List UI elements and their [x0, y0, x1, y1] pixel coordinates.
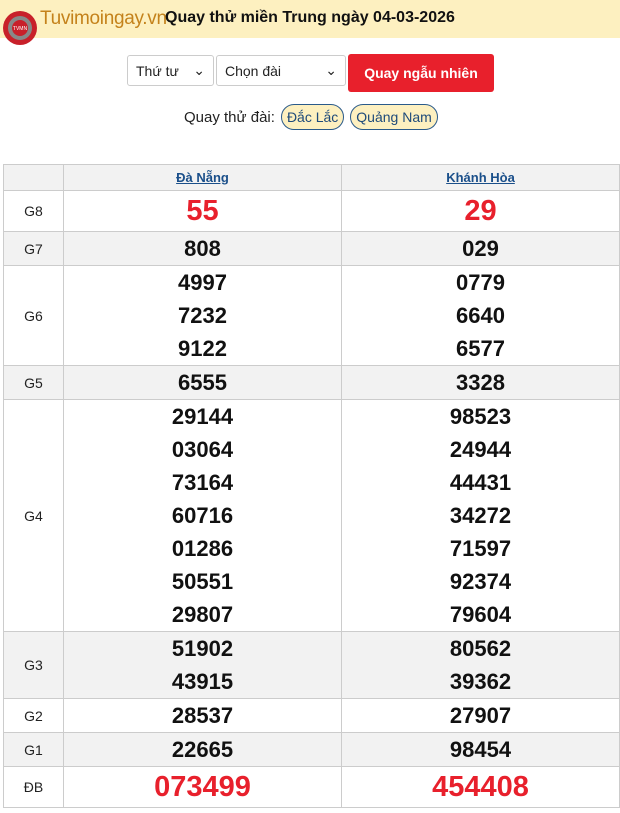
prize-number: 03064 — [171, 437, 234, 462]
prize-number: 454408 — [432, 771, 529, 803]
prize-number: 44431 — [449, 470, 512, 495]
chip-dac-lac[interactable]: Đắc Lắc — [280, 104, 345, 130]
day-select-value: Thứ tư — [136, 62, 179, 79]
prize-cell: 454408 — [341, 766, 620, 808]
prize-number: 50551 — [171, 569, 234, 594]
prize-number: 34272 — [449, 503, 512, 528]
prize-number: 4997 — [178, 270, 227, 295]
prize-cell: 51902 43915 — [63, 631, 342, 699]
prize-number: 073499 — [154, 771, 251, 803]
prize-number: 3328 — [456, 370, 505, 395]
prize-number: 029 — [462, 236, 499, 261]
prize-cell: 6555 — [63, 365, 342, 400]
prize-label: G3 — [3, 631, 64, 699]
prize-cell: 4997 7232 9122 — [63, 265, 342, 366]
prize-number: 60716 — [171, 503, 234, 528]
prize-number: 22665 — [171, 737, 234, 762]
prize-label: ĐB — [3, 766, 64, 808]
prize-row-G3: G3 51902 43915 80562 39362 — [3, 631, 620, 699]
prize-number: 98523 — [449, 404, 512, 429]
prize-number: 98454 — [449, 737, 512, 762]
prize-label: G1 — [3, 732, 64, 767]
prize-number: 71597 — [449, 536, 512, 561]
prize-cell: 3328 — [341, 365, 620, 400]
prize-row-G1: G1 22665 98454 — [3, 732, 620, 767]
prize-row-G8: G8 55 29 — [3, 190, 620, 232]
prize-number: 39362 — [449, 669, 512, 694]
chip-quang-nam[interactable]: Quảng Nam — [350, 104, 438, 130]
prize-row-ĐB: ĐB 073499 454408 — [3, 766, 620, 808]
prize-number: 6577 — [456, 336, 505, 361]
prize-cell: 28537 — [63, 698, 342, 733]
prize-cell: 29 — [341, 190, 620, 232]
prize-cell: 27907 — [341, 698, 620, 733]
prize-number: 29807 — [171, 602, 234, 627]
day-select[interactable]: Thứ tư ⌄ — [127, 55, 214, 86]
prize-number: 28537 — [171, 703, 234, 728]
province-link-da-nang[interactable]: Đà Nẵng — [176, 170, 229, 185]
prize-cell: 98454 — [341, 732, 620, 767]
prize-label: G5 — [3, 365, 64, 400]
prize-row-G5: G5 6555 3328 — [3, 365, 620, 400]
prize-cell: 073499 — [63, 766, 342, 808]
site-logo[interactable]: TVMN — [2, 2, 38, 50]
prize-number: 27907 — [449, 703, 512, 728]
prize-number: 24944 — [449, 437, 512, 462]
prize-cell: 80562 39362 — [341, 631, 620, 699]
prize-cell: 0779 6640 6577 — [341, 265, 620, 366]
prize-label: G4 — [3, 399, 64, 632]
province-select[interactable]: Chọn đài ⌄ — [216, 55, 346, 86]
prize-number: 808 — [184, 236, 221, 261]
prize-number: 55 — [186, 195, 219, 227]
page-title: Quay thử miền Trung ngày 04-03-2026 — [165, 9, 455, 26]
prize-number: 6640 — [456, 303, 505, 328]
prize-label: G6 — [3, 265, 64, 366]
prize-number: 6555 — [178, 370, 227, 395]
header: TVMN Tuvimoingay.vn Quay thử miền Trung … — [0, 0, 620, 45]
quick-spin-label: Quay thử đài: — [184, 108, 275, 126]
random-spin-button[interactable]: Quay ngẫu nhiên — [348, 54, 494, 92]
prize-cell: 29144 03064 73164 60716 01286 50551 29807 — [63, 399, 342, 632]
prize-label: G8 — [3, 190, 64, 232]
prize-row-G2: G2 28537 27907 — [3, 698, 620, 733]
prize-cell: 22665 — [63, 732, 342, 767]
corner-cell — [3, 164, 64, 191]
prize-number: 92374 — [449, 569, 512, 594]
prize-number: 29 — [464, 195, 497, 227]
chevron-down-icon: ⌄ — [325, 62, 337, 78]
province-select-value: Chọn đài — [225, 62, 282, 79]
prize-number: 0779 — [456, 270, 505, 295]
prize-cell: 55 — [63, 190, 342, 232]
prize-row-G7: G7 808 029 — [3, 231, 620, 266]
province-link-khanh-hoa[interactable]: Khánh Hòa — [446, 170, 515, 185]
prize-cell: 98523 24944 44431 34272 71597 92374 79604 — [341, 399, 620, 632]
prize-number: 80562 — [449, 636, 512, 661]
prize-cell: 029 — [341, 231, 620, 266]
prize-number: 01286 — [171, 536, 234, 561]
column-header: Đà Nẵng — [63, 164, 342, 191]
prize-number: 7232 — [178, 303, 227, 328]
prize-label: G7 — [3, 231, 64, 266]
prize-row-G6: G6 4997 7232 9122 0779 6640 6577 — [3, 265, 620, 366]
column-header: Khánh Hòa — [341, 164, 620, 191]
prize-number: 73164 — [171, 470, 234, 495]
prize-cell: 808 — [63, 231, 342, 266]
prize-number: 79604 — [449, 602, 512, 627]
brand-name[interactable]: Tuvimoingay.vn — [40, 8, 167, 29]
prize-number: 51902 — [171, 636, 234, 661]
prize-number: 9122 — [178, 336, 227, 361]
results-table: Đà Nẵng Khánh Hòa G8 55 29 G7 808 029 G6 4997 72… — [3, 164, 620, 808]
prize-number: 43915 — [171, 669, 234, 694]
chevron-down-icon: ⌄ — [193, 62, 205, 78]
svg-text:TVMN: TVMN — [13, 26, 28, 32]
prize-label: G2 — [3, 698, 64, 733]
prize-number: 29144 — [171, 404, 234, 429]
prize-row-G4: G4 29144 03064 73164 60716 01286 50551 29807 985… — [3, 399, 620, 632]
